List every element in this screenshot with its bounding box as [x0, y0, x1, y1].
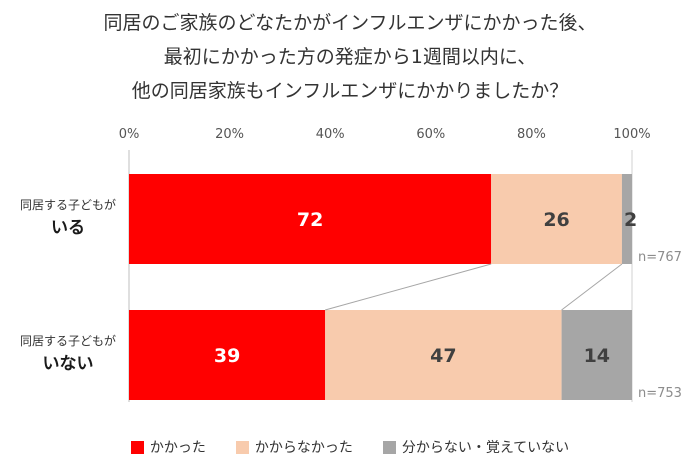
legend-label-infected: かかった [149, 440, 206, 456]
legend: かかった かからなかった 分からない・覚えていない [0, 437, 700, 457]
category-label-line1: 同居する子どもが [20, 197, 116, 212]
connector-line [325, 263, 492, 311]
stacked-bar-chart: 0% 20% 40% 60% 80% 100% 72 26 239 47 14 同居する子どもがい… [20, 127, 682, 402]
legend-item-unknown: 分からない・覚えていない [382, 437, 570, 457]
chart-title-line-2: 最初にかかった方の発症から1週間以内に、 [163, 46, 537, 68]
x-tick-label: 20% [215, 127, 244, 142]
legend-swatch-not-infected [235, 440, 249, 454]
connector-line [561, 263, 623, 311]
chart-title: 同居のご家族のどなたかがインフルエンザにかかった後、 最初にかかった方の発症から… [0, 6, 700, 108]
legend-item-not-infected: かからなかった [235, 437, 353, 457]
legend-swatch-infected [130, 440, 144, 454]
data-label: 39 [214, 345, 240, 367]
category-label-line2: いる [51, 218, 85, 238]
data-label: 14 [584, 345, 610, 367]
legend-item-infected: かかった [130, 437, 206, 457]
legend-label-unknown: 分からない・覚えていない [401, 440, 570, 456]
legend-swatch-unknown [382, 440, 396, 454]
bar-segment [129, 310, 326, 400]
chart-title-line-1: 同居のご家族のどなたかがインフルエンザにかかった後、 [103, 12, 597, 34]
connector-lines [325, 263, 623, 311]
bar-segment [325, 310, 562, 400]
category-label-line2: いない [43, 354, 94, 374]
x-tick-label: 40% [316, 127, 345, 142]
bar-segment [491, 174, 622, 264]
bars [129, 174, 632, 400]
chart-title-line-3: 他の同居家族もインフルエンザにかかりましたか？ [131, 80, 569, 102]
x-axis-ticks: 0% 20% 40% 60% 80% 100% [119, 127, 651, 142]
x-tick-label: 60% [416, 127, 445, 142]
x-tick-label: 80% [517, 127, 546, 142]
sample-size-labels: n=767 n=753 [638, 250, 682, 401]
data-label: 72 [297, 209, 323, 231]
data-label: 2 [624, 209, 637, 231]
data-label: 47 [430, 345, 456, 367]
sample-size-label: n=753 [638, 386, 682, 401]
x-tick-label: 100% [613, 127, 650, 142]
sample-size-label: n=767 [638, 250, 682, 265]
bar-segment [561, 310, 632, 400]
data-labels: 72 26 2 39 47 14 [214, 209, 637, 367]
bar-segment [129, 174, 492, 264]
bar-segment [621, 174, 632, 264]
data-label: 26 [543, 209, 569, 231]
legend-label-not-infected: かからなかった [254, 440, 353, 456]
category-label-line1: 同居する子どもが [20, 333, 116, 348]
x-tick-label: 0% [119, 127, 140, 142]
